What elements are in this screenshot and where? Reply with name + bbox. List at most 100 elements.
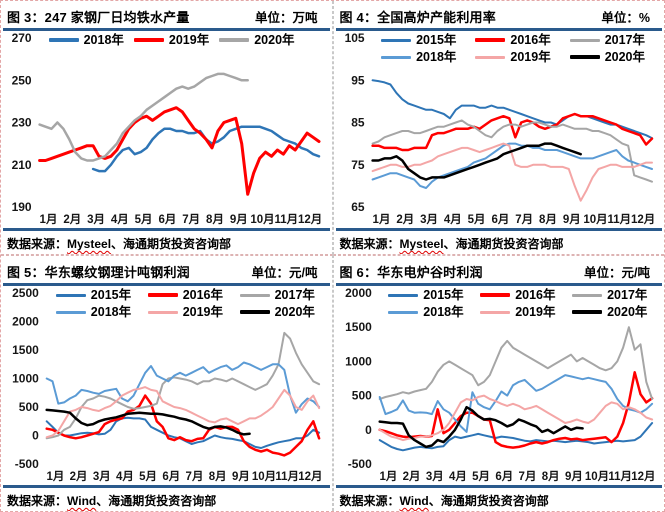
legend-label: 2019年	[182, 305, 223, 319]
source-prefix: 数据来源：	[7, 494, 68, 508]
line-chart-hot-metal-output: 270 250 230 210 190 1月 2月 3月 4月 5月 6月 7月 8月 9月 10月 11月 1…	[3, 31, 330, 228]
y-tick-label: 1000	[12, 372, 39, 386]
legend-swatch	[572, 293, 603, 297]
legend-item: 2019年	[480, 304, 562, 320]
legend-label: 2016年	[182, 288, 223, 302]
x-tick-label: 9月	[564, 470, 582, 483]
chart-area: 270 250 230 210 190 1月 2月 3月 4月 5月 6月 7月 8月 9月 10月 11月 1…	[3, 31, 330, 228]
y-tick-label: 2000	[12, 315, 39, 329]
x-tick-label: 3月	[420, 213, 438, 226]
header-divider	[3, 283, 330, 286]
series-line-2020年	[377, 405, 584, 449]
x-tick-label: 10月	[250, 213, 274, 226]
y-tick-label: 250	[12, 73, 32, 87]
legend-item: 2016年	[147, 287, 230, 303]
x-tick-label: 5月	[472, 470, 490, 483]
series-line-2017年	[45, 331, 321, 440]
chart-area: 2000 1500 1000 500 0 -500 1月 2月 3月 4月 5月 6月 7月 8月 9月 10…	[336, 286, 663, 485]
legend-item: 2017年	[572, 287, 654, 303]
source-brand: Wind	[67, 494, 97, 508]
source-brand: Mysteel	[399, 237, 444, 251]
source-line: 数据来源：Wind、海通期货投资咨询部	[3, 485, 330, 511]
x-tick-label: 7月	[186, 470, 204, 483]
series-line-2019年	[45, 386, 321, 439]
legend-item: 2015年	[388, 287, 470, 303]
chart-unit: 单位：%	[601, 10, 650, 25]
legend-swatch	[147, 310, 178, 314]
legend: 2015年 2016年 2017年 2018年 2019年 2020年	[381, 32, 654, 65]
panel-header: 图 3：247 家钢厂日均铁水产量 单位：万吨	[3, 1, 330, 28]
legend-swatch	[480, 310, 511, 314]
legend-label: 2020年	[607, 305, 648, 319]
series-line-2020年	[45, 408, 251, 436]
legend-item: 2017年	[569, 32, 654, 48]
legend-swatch	[381, 55, 412, 59]
x-tick-label: 11月	[607, 213, 631, 226]
y-tick-label: 270	[12, 31, 32, 45]
source-line: 数据来源：Mysteel、海通期货投资咨询部	[335, 228, 662, 254]
legend-item: 2017年	[239, 287, 322, 303]
y-tick-label: 190	[12, 200, 32, 214]
legend-swatch	[147, 293, 178, 297]
legend-item: 2020年	[239, 304, 322, 320]
x-tick-label: 12月	[298, 213, 322, 226]
legend: 2015年 2016年 2017年 2018年 2019年 2020年	[55, 287, 322, 320]
x-tick-label: 10月	[583, 213, 607, 226]
y-tick-label: 1000	[345, 354, 372, 368]
x-tick-label: 8月	[539, 213, 557, 226]
legend-item: 2016年	[480, 287, 562, 303]
legend-swatch	[475, 55, 506, 59]
legend-item: 2020年	[219, 32, 295, 48]
x-tick-label: 11月	[275, 470, 299, 483]
legend-label: 2018年	[90, 305, 132, 319]
series-line-2016年	[45, 394, 321, 457]
y-tick-label: 1500	[345, 320, 372, 334]
x-tick-label: 2月	[63, 213, 81, 226]
legend-item: 2020年	[572, 304, 654, 320]
legend-label: 2020年	[604, 50, 645, 64]
x-tick-label: 8月	[209, 470, 227, 483]
legend-label: 2018年	[423, 305, 464, 319]
legend-item: 2020年	[569, 49, 654, 65]
chart-title: 图 4：全国高炉产能利用率	[339, 9, 496, 25]
x-tick-label: 3月	[87, 213, 105, 226]
legend-label: 2020年	[274, 305, 315, 319]
x-tick-label: 6月	[162, 470, 180, 483]
y-tick-label: 95	[351, 73, 365, 87]
legend-swatch	[475, 38, 506, 42]
y-tick-label: 2000	[345, 286, 372, 300]
legend-swatch	[572, 310, 603, 314]
x-tick-label: 6月	[495, 470, 513, 483]
x-tick-label: 3月	[93, 470, 111, 483]
series-line-2016年	[370, 112, 653, 152]
x-tick-label: 1月	[46, 470, 64, 483]
legend-item: 2019年	[133, 32, 209, 48]
y-tick-label: -500	[347, 457, 371, 471]
legend-swatch	[55, 293, 86, 297]
chart-unit: 单位：万吨	[254, 10, 318, 25]
chart-area: 2500 2000 1500 1000 500 0 -500 1月 2月 3月 4月 5月 6月 7月 8月…	[3, 286, 330, 485]
x-tick-label: 12月	[630, 213, 654, 226]
x-tick-label: 6月	[491, 213, 509, 226]
x-tick-label: 7月	[182, 213, 200, 226]
series-line-2015年	[371, 79, 653, 140]
legend-item: 2018年	[388, 304, 470, 320]
x-tick-label: 10月	[252, 470, 276, 483]
panel-header: 图 6：华东电炉谷时利润 单位：元/吨	[336, 256, 663, 283]
source-suffix: 、海通期货投资咨询部	[111, 237, 232, 251]
series-line-2020年	[370, 142, 582, 181]
legend-item: 2018年	[55, 304, 138, 320]
x-tick-label: 5月	[135, 213, 153, 226]
x-tick-label: 7月	[515, 213, 533, 226]
legend-swatch	[219, 38, 250, 42]
legend-swatch	[388, 310, 419, 314]
legend-item: 2015年	[381, 32, 465, 48]
y-tick-label: 500	[351, 389, 371, 403]
x-tick-label: 5月	[139, 470, 157, 483]
chart-area: 105 95 85 75 65 1月 2月 3月 4月 5月 6月 7月 8月 9月 10月 11月 12月 2…	[336, 31, 663, 228]
legend-label: 2020年	[254, 33, 295, 47]
legend-swatch	[55, 310, 86, 314]
panel-fig6: 图 6：华东电炉谷时利润 单位：元/吨 2000 1500 1000 500 0 -500…	[332, 255, 664, 511]
panel-fig3: 图 3：247 家钢厂日均铁水产量 单位：万吨 270 250 230 210 190 1…	[1, 1, 333, 255]
source-brand: Wind	[399, 494, 429, 508]
